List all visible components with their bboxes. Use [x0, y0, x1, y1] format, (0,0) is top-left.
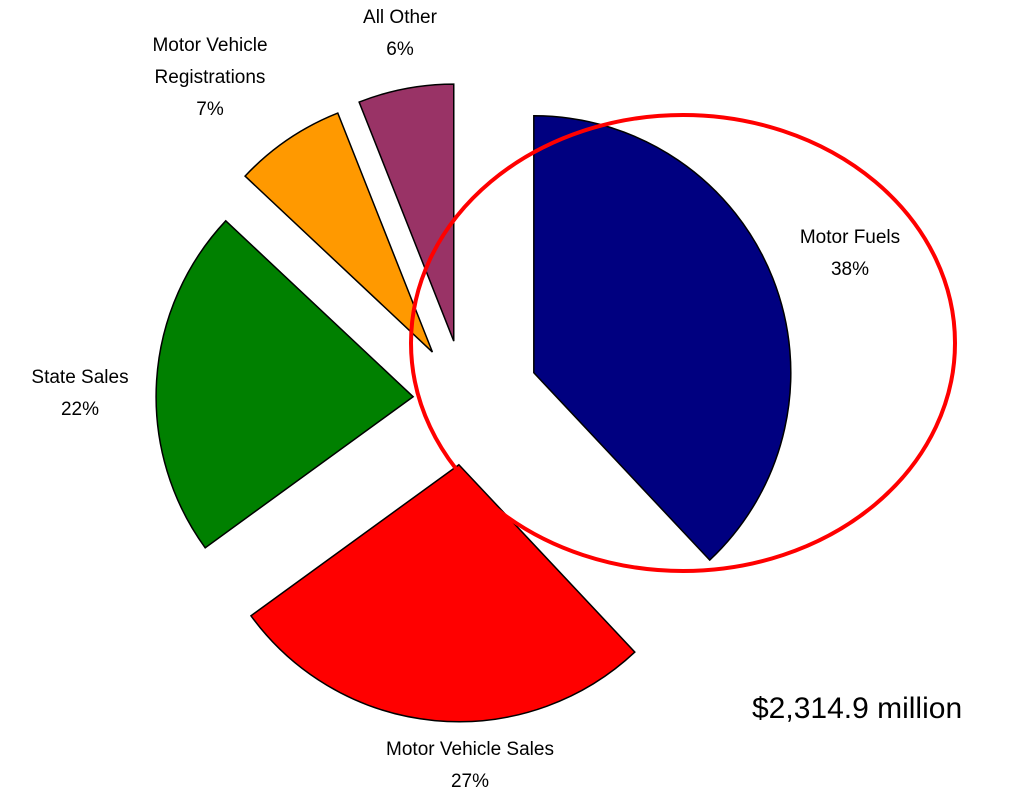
category-label: State Sales	[31, 367, 129, 388]
highlight-circle	[409, 113, 957, 573]
category-label: Motor Fuels	[799, 227, 901, 248]
pie-slice	[243, 112, 434, 353]
slice-label: Motor Vehicle Registrations 7%	[135, 30, 285, 126]
category-label: All Other	[363, 7, 437, 28]
pie-slice	[249, 463, 636, 723]
slice-label: Motor Vehicle Sales 27%	[340, 734, 600, 798]
value-label: 6%	[386, 39, 414, 60]
pie-slice	[533, 115, 792, 562]
slice-label: Motor Fuels 38%	[795, 222, 905, 286]
value-label: 22%	[60, 399, 100, 420]
slice-label: State Sales 22%	[10, 362, 150, 426]
pie-slice	[358, 83, 455, 342]
value-label: 27%	[450, 771, 490, 792]
pie-slice	[155, 219, 415, 549]
slice-label: All Other 6%	[340, 2, 460, 66]
category-label: Motor Vehicle Sales	[386, 739, 554, 760]
category-label: Motor Vehicle Registrations	[152, 35, 268, 88]
value-label: 38%	[830, 259, 870, 280]
total-annotation: $2,314.9 million	[752, 692, 963, 725]
value-label: 7%	[196, 99, 224, 120]
